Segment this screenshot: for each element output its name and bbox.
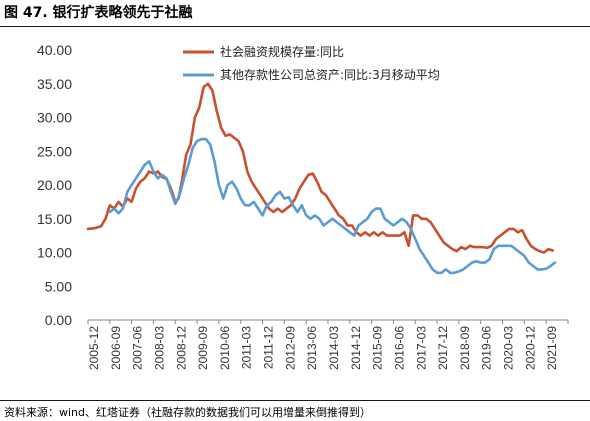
x-tick-label: 2017-12 xyxy=(436,326,450,370)
source-note: 资料来源：wind、红塔证券（社融存款的数据我们可以用增量来倒推得到） xyxy=(4,406,372,419)
y-axis: 0.00 5.00 10.00 15.00 20.00 25.00 30.00 35.00 40… xyxy=(37,42,72,328)
legend-label: 其他存款性公司总资产:同比:3月移动平均 xyxy=(220,68,440,82)
x-tick-label: 2019-06 xyxy=(480,326,494,370)
x-tick-label: 2008-03 xyxy=(152,326,166,370)
legend-label: 社会融资规模存量:同比 xyxy=(220,44,344,59)
series-line-social-financing xyxy=(86,82,554,254)
series-line-bank-assets xyxy=(108,137,557,275)
x-tick-label: 2017-03 xyxy=(414,326,428,370)
x-tick-label: 2013-06 xyxy=(305,326,319,370)
x-tick-label: 2008-12 xyxy=(174,326,188,370)
x-tick-label: 2010-06 xyxy=(218,326,232,370)
x-tick-label: 2012-09 xyxy=(283,326,297,370)
x-tick-label: 2020-03 xyxy=(502,326,516,370)
x-tick-label: 2021-09 xyxy=(545,326,559,370)
x-tick-label: 2011-12 xyxy=(262,326,276,369)
x-tick-label: 2011-03 xyxy=(240,326,254,369)
y-tick-label: 40.00 xyxy=(37,42,72,58)
line-chart: 0.00 5.00 10.00 15.00 20.00 25.00 30.00 35.00 40… xyxy=(37,42,569,370)
source-divider xyxy=(0,400,590,401)
y-tick-label: 25.00 xyxy=(37,143,72,159)
x-tick-label: 2018-09 xyxy=(458,326,472,370)
x-tick-label: 2009-09 xyxy=(196,326,210,370)
y-tick-label: 30.00 xyxy=(37,110,72,126)
y-tick-label: 20.00 xyxy=(37,177,72,193)
chart-title: 图 47. 银行扩表略领先于社融 xyxy=(4,5,193,21)
y-tick-label: 0.00 xyxy=(45,312,72,328)
title-divider xyxy=(0,26,590,27)
x-tick-label: 2020-12 xyxy=(523,326,537,370)
x-tick-label: 2006-09 xyxy=(109,326,123,370)
y-tick-label: 15.00 xyxy=(37,211,72,227)
y-tick-label: 10.00 xyxy=(37,245,72,261)
x-tick-label: 2015-09 xyxy=(371,326,385,370)
y-tick-label: 35.00 xyxy=(37,76,72,92)
x-tick-label: 2007-06 xyxy=(131,326,145,370)
x-tick-label: 2014-03 xyxy=(327,326,341,370)
x-tick-label: 2016-06 xyxy=(392,326,406,370)
chart-series xyxy=(86,82,557,275)
x-tick-label: 2005-12 xyxy=(87,326,101,370)
x-tick-label: 2014-12 xyxy=(349,326,363,370)
y-tick-label: 5.00 xyxy=(45,278,72,294)
x-axis: 2005-12 2006-09 2007-06 2008-03 2008-12 2009-… xyxy=(87,319,569,370)
